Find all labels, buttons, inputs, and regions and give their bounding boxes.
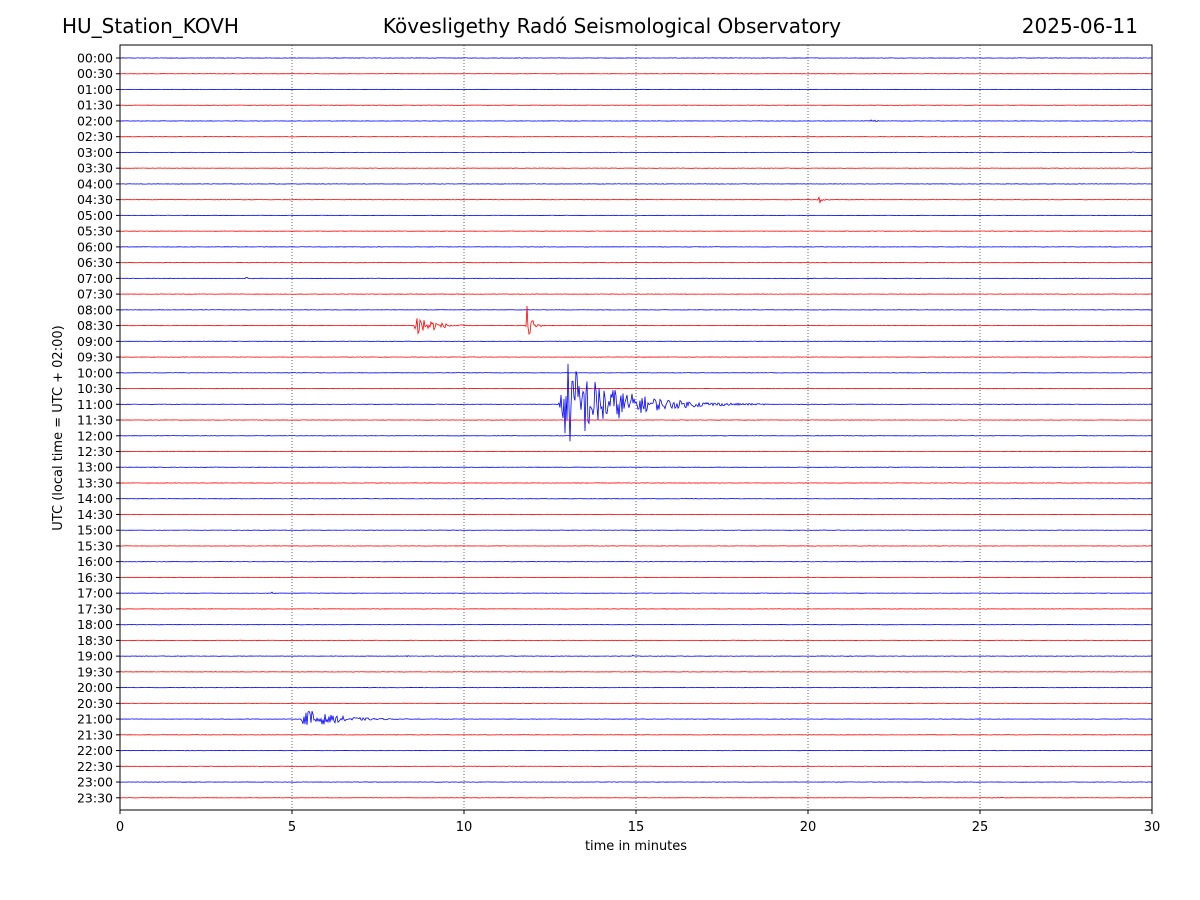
date-label: 2025-06-11 xyxy=(1021,14,1138,38)
y-tick-label: 06:30 xyxy=(77,255,113,270)
y-tick-label: 17:30 xyxy=(77,601,113,616)
y-tick-label: 12:30 xyxy=(77,444,113,459)
y-tick-label: 22:00 xyxy=(77,743,113,758)
y-tick-label: 23:00 xyxy=(77,775,113,790)
y-tick-label: 02:00 xyxy=(77,113,113,128)
y-tick-label: 04:00 xyxy=(77,176,113,191)
y-tick-label: 06:00 xyxy=(77,239,113,254)
y-tick-label: 16:30 xyxy=(77,570,113,585)
y-tick-label: 19:30 xyxy=(77,664,113,679)
x-axis-label: time in minutes xyxy=(585,839,687,854)
y-tick-label: 15:30 xyxy=(77,538,113,553)
y-tick-label: 21:00 xyxy=(77,712,113,727)
x-tick-label: 30 xyxy=(1144,820,1161,835)
trace-0200 xyxy=(119,119,1153,123)
y-tick-label: 18:30 xyxy=(77,633,113,648)
chart-title: Kövesligethy Radó Seismological Observat… xyxy=(382,14,842,38)
trace-1100 xyxy=(119,363,1153,442)
trace-0430 xyxy=(119,196,1153,205)
y-tick-label: 23:30 xyxy=(77,790,113,805)
trace-2100 xyxy=(119,710,1153,725)
y-tick-label: 12:00 xyxy=(77,428,113,443)
y-tick-label: 17:00 xyxy=(77,586,113,601)
trace-2330 xyxy=(119,796,1153,799)
x-tick-label: 25 xyxy=(972,820,989,835)
trace-0830 xyxy=(119,305,1153,335)
x-tick-label: 0 xyxy=(116,820,124,835)
x-tick-label: 5 xyxy=(288,820,296,835)
station-label: HU_Station_KOVH xyxy=(62,14,239,38)
grid-lines xyxy=(291,45,981,810)
y-tick-label: 11:00 xyxy=(77,397,113,412)
y-tick-label: 07:30 xyxy=(77,287,113,302)
y-tick-label: 10:00 xyxy=(77,365,113,380)
y-tick-label: 09:30 xyxy=(77,350,113,365)
y-tick-label: 14:30 xyxy=(77,507,113,522)
y-tick-label: 08:00 xyxy=(77,302,113,317)
y-tick-label: 05:30 xyxy=(77,224,113,239)
trace-group xyxy=(119,57,1153,799)
y-tick-label: 18:00 xyxy=(77,617,113,632)
y-tick-label: 14:00 xyxy=(77,491,113,506)
y-tick-label: 16:00 xyxy=(77,554,113,569)
trace-1700 xyxy=(119,591,1153,594)
y-tick-label: 01:30 xyxy=(77,98,113,113)
y-tick-label: 05:00 xyxy=(77,208,113,223)
x-tick-label: 15 xyxy=(628,820,645,835)
trace-0300 xyxy=(119,151,1153,154)
y-axis-label: UTC (local time = UTC + 02:00) xyxy=(51,325,66,530)
trace-0700 xyxy=(119,276,1153,280)
y-tick-label: 07:00 xyxy=(77,271,113,286)
y-tick-label: 01:00 xyxy=(77,82,113,97)
y-tick-label: 00:00 xyxy=(77,51,113,66)
y-tick-label: 03:30 xyxy=(77,161,113,176)
y-tick-label: 04:30 xyxy=(77,192,113,207)
y-tick-label: 00:30 xyxy=(77,66,113,81)
x-tick-label: 10 xyxy=(456,820,473,835)
trace-1900 xyxy=(119,654,1153,658)
y-tick-label: 21:30 xyxy=(77,727,113,742)
y-tick-label: 15:00 xyxy=(77,523,113,538)
y-tick-label: 02:30 xyxy=(77,129,113,144)
y-tick-label: 10:30 xyxy=(77,381,113,396)
x-tick-labels: 0 5 10 15 20 25 30 xyxy=(116,810,1160,835)
y-tick-labels: 00:0000:3001:0001:3002:0002:3003:0003:30… xyxy=(77,51,120,805)
y-tick-label: 08:30 xyxy=(77,318,113,333)
y-tick-label: 19:00 xyxy=(77,649,113,664)
y-tick-label: 20:30 xyxy=(77,696,113,711)
y-tick-label: 13:30 xyxy=(77,475,113,490)
y-tick-label: 03:00 xyxy=(77,145,113,160)
y-tick-label: 13:00 xyxy=(77,460,113,475)
y-tick-label: 11:30 xyxy=(77,413,113,428)
y-tick-label: 09:00 xyxy=(77,334,113,349)
y-tick-label: 22:30 xyxy=(77,759,113,774)
x-tick-label: 20 xyxy=(800,820,817,835)
y-tick-label: 20:00 xyxy=(77,680,113,695)
